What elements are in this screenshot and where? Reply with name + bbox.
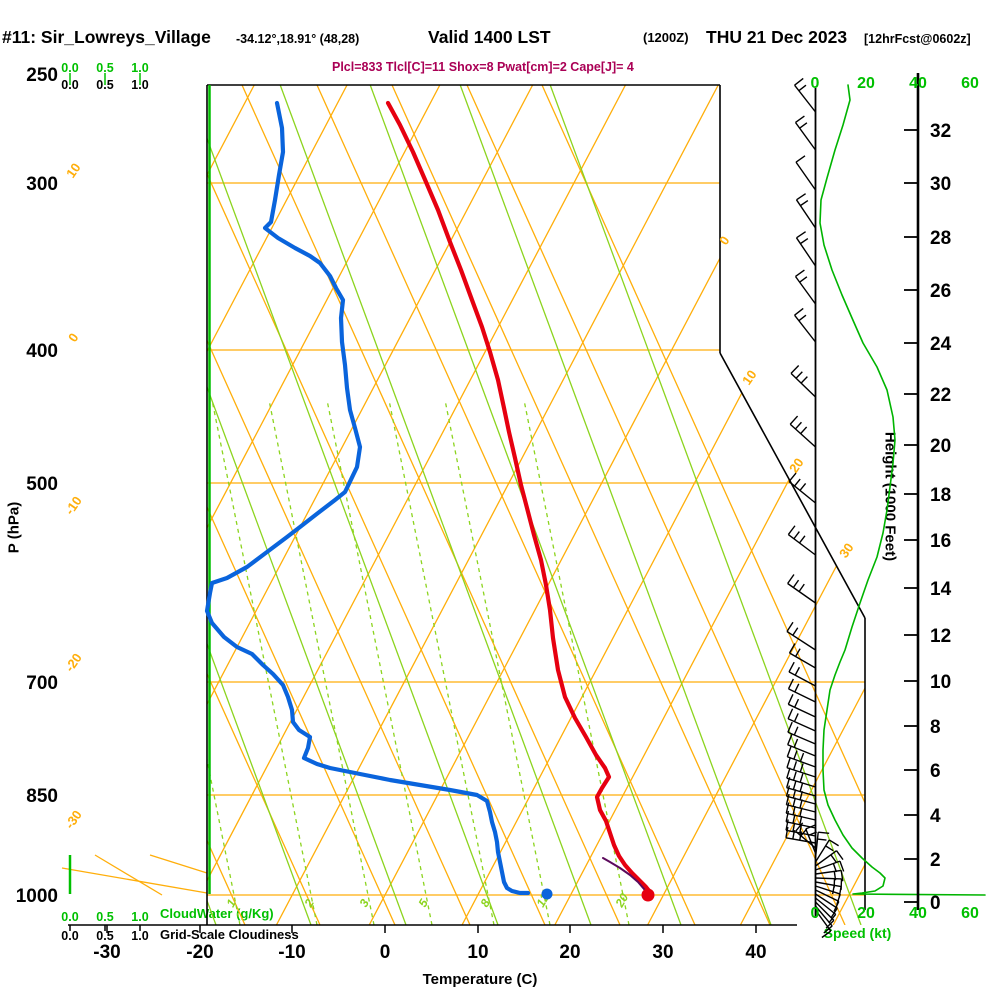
svg-text:10: 10	[467, 942, 488, 963]
svg-text:500: 500	[26, 474, 58, 495]
svg-text:18: 18	[930, 485, 951, 506]
svg-text:32: 32	[930, 121, 951, 142]
svg-text:14: 14	[930, 579, 952, 600]
svg-text:300: 300	[26, 174, 58, 195]
svg-text:40: 40	[909, 75, 927, 92]
svg-text:0.5: 0.5	[96, 929, 113, 943]
lcl-parameters-line: Plcl=833 Tlcl[C]=11 Shox=8 Pwat[cm]=2 Ca…	[332, 60, 634, 74]
svg-text:60: 60	[961, 905, 979, 922]
svg-text:26: 26	[930, 281, 951, 302]
svg-text:0.5: 0.5	[96, 78, 113, 92]
svg-text:6: 6	[930, 761, 941, 782]
temperature-axis-label: Temperature (C)	[422, 971, 538, 988]
svg-text:0.0: 0.0	[61, 78, 78, 92]
svg-text:0.0: 0.0	[61, 61, 78, 75]
svg-text:-20: -20	[62, 650, 85, 674]
valid-date: THU 21 Dec 2023	[706, 27, 848, 47]
svg-text:250: 250	[26, 65, 58, 86]
svg-text:0: 0	[65, 330, 81, 345]
svg-text:1000: 1000	[16, 886, 58, 907]
svg-text:8: 8	[930, 717, 941, 738]
svg-text:-10: -10	[62, 493, 85, 517]
svg-text:40: 40	[745, 942, 766, 963]
svg-text:28: 28	[930, 228, 951, 249]
svg-text:20: 20	[857, 905, 875, 922]
svg-text:0: 0	[811, 905, 820, 922]
svg-text:2: 2	[301, 896, 317, 910]
station-title: #11: Sir_Lowreys_Village	[2, 27, 211, 47]
svg-text:0.5: 0.5	[96, 61, 113, 75]
forecast-tag: [12hrFcst@0602z]	[864, 32, 971, 46]
svg-text:20: 20	[559, 942, 580, 963]
svg-text:1.0: 1.0	[131, 61, 148, 75]
svg-text:30: 30	[930, 174, 951, 195]
svg-text:20: 20	[857, 75, 875, 92]
svg-text:700: 700	[26, 673, 58, 694]
svg-text:0.0: 0.0	[61, 910, 78, 924]
svg-text:1.0: 1.0	[131, 929, 148, 943]
svg-text:400: 400	[26, 341, 58, 362]
svg-text:-10: -10	[278, 942, 305, 963]
svg-text:60: 60	[961, 75, 979, 92]
valid-time: Valid 1400 LST	[428, 27, 551, 47]
svg-text:10: 10	[63, 160, 84, 180]
svg-text:40: 40	[909, 905, 927, 922]
svg-text:-20: -20	[186, 942, 213, 963]
svg-text:1.0: 1.0	[131, 78, 148, 92]
svg-text:20: 20	[930, 436, 951, 457]
svg-text:30: 30	[652, 942, 673, 963]
svg-text:4: 4	[930, 806, 941, 827]
svg-text:16: 16	[930, 531, 951, 552]
svg-text:30: 30	[836, 540, 857, 560]
svg-text:-30: -30	[93, 942, 120, 963]
svg-text:20: 20	[612, 891, 631, 911]
svg-text:2: 2	[930, 850, 941, 871]
svg-text:0: 0	[716, 233, 732, 248]
svg-text:1.0: 1.0	[131, 910, 148, 924]
svg-text:850: 850	[26, 786, 58, 807]
svg-text:10: 10	[739, 367, 760, 387]
cloudiness-axis-label: Grid-Scale Cloudiness	[160, 927, 299, 942]
svg-text:3: 3	[356, 896, 372, 909]
svg-text:-30: -30	[62, 807, 85, 831]
svg-text:12: 12	[930, 626, 951, 647]
svg-text:0.0: 0.0	[61, 929, 78, 943]
svg-text:10: 10	[930, 672, 951, 693]
svg-text:0: 0	[380, 942, 391, 963]
station-coords: -34.12°,18.91° (48,28)	[236, 32, 360, 46]
svg-text:0: 0	[930, 893, 941, 914]
svg-text:0.5: 0.5	[96, 910, 113, 924]
svg-text:22: 22	[930, 385, 951, 406]
svg-text:0: 0	[811, 75, 820, 92]
svg-text:24: 24	[930, 334, 952, 355]
speed-axis-label: Speed (kt)	[823, 925, 892, 941]
cloudwater-axis-label: CloudWater (g/Kg)	[160, 906, 274, 921]
zulu-time: (1200Z)	[643, 30, 689, 45]
svg-text:20: 20	[786, 455, 807, 475]
